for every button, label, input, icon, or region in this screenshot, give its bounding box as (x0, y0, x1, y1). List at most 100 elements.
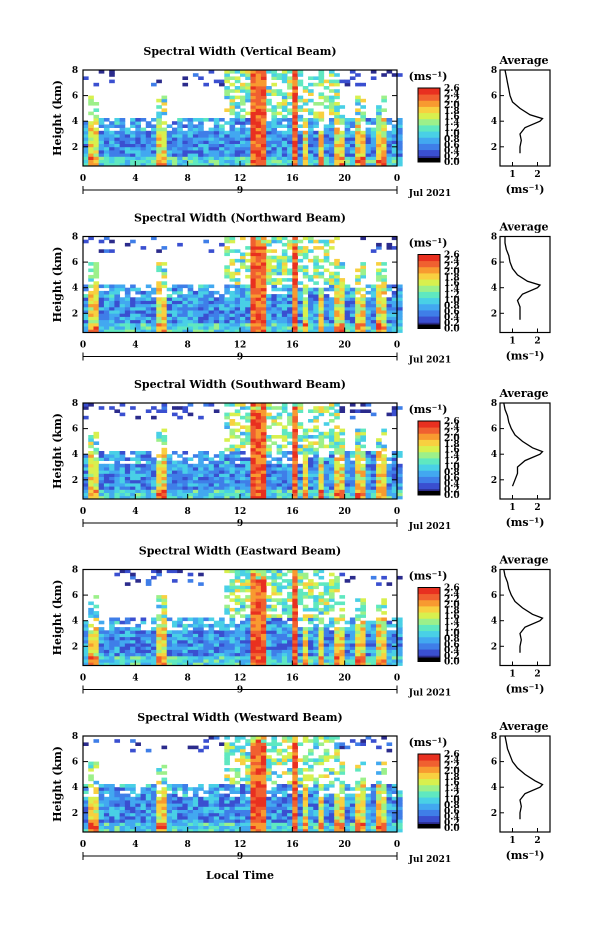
panel-title: Spectral Width (Vertical Beam) (143, 45, 336, 58)
heatmap-cell (292, 105, 298, 109)
heatmap-cell (224, 447, 230, 452)
heatmap-cell (365, 159, 372, 164)
heatmap-cell (281, 585, 288, 590)
heatmap-cell (135, 451, 141, 455)
heatmap-cell (229, 159, 236, 164)
heatmap-cell (313, 268, 319, 273)
colorbar-tick-label: 1.0 (444, 130, 460, 140)
heatmap-cell (135, 162, 141, 167)
heatmap-cell (365, 646, 372, 650)
heatmap-cell (397, 310, 403, 314)
heatmap-cell (240, 495, 246, 500)
heatmap-cell (260, 406, 267, 410)
heatmap-cell (323, 409, 330, 413)
heatmap-cell (276, 646, 283, 650)
heatmap-cell (313, 102, 319, 106)
heatmap-cell (151, 655, 157, 660)
heatmap-cell (266, 329, 272, 333)
heatmap-cell (281, 300, 288, 305)
heatmap-cell (161, 435, 168, 439)
heatmap-cell (88, 329, 94, 333)
heatmap-cell (124, 467, 131, 471)
heatmap-cell (177, 118, 183, 122)
heatmap-cell (349, 316, 356, 321)
heatmap-cell (323, 156, 330, 160)
heatmap-cell (255, 258, 262, 263)
heatmap-cell (287, 287, 293, 292)
heatmap-cell (192, 655, 199, 660)
heatmap-cell (260, 86, 267, 90)
heatmap-cell (171, 297, 178, 301)
colorbar-tick-label: 1.4 (444, 285, 460, 295)
heatmap-cell (161, 451, 168, 455)
heatmap-cell (182, 313, 189, 317)
heatmap-cell (328, 406, 335, 410)
heatmap-cell (313, 585, 319, 590)
heatmap-cell (171, 460, 178, 465)
heatmap-cell (271, 569, 278, 574)
heatmap-cell (339, 646, 346, 650)
heatmap-cell (182, 643, 189, 647)
heatmap-cell (88, 470, 94, 474)
heatmap-cell (83, 467, 89, 471)
heatmap-cell (234, 643, 241, 647)
heatmap-cell (386, 633, 393, 638)
heatmap-cell (198, 495, 204, 500)
heatmap-cell (109, 457, 115, 461)
heatmap-cell (109, 249, 115, 253)
heatmap-cell (318, 591, 325, 596)
heatmap-cell (93, 303, 100, 308)
heatmap-cell (281, 495, 288, 500)
heatmap-cell (250, 284, 257, 289)
heatmap-cell (318, 620, 325, 625)
heatmap-cell (297, 150, 304, 154)
heatmap-cell (365, 284, 372, 289)
heatmap-cell (93, 595, 100, 599)
heatmap-cell (124, 652, 131, 657)
heatmap-cell (281, 294, 288, 298)
heatmap-cell (302, 617, 309, 622)
heatmap-cell (208, 290, 215, 295)
heatmap-cell (83, 483, 89, 487)
heatmap-cell (260, 633, 267, 638)
heatmap-cells (83, 70, 403, 167)
y-tick-label: 4 (72, 117, 78, 127)
heatmap-cell (114, 319, 121, 324)
heatmap-cell (234, 422, 241, 426)
colorbar-tick-label: 1.6 (444, 279, 460, 289)
heatmap-cell (292, 79, 298, 84)
heatmap-cell (266, 598, 272, 602)
heatmap-cell (161, 479, 168, 484)
heatmap-cell (203, 303, 209, 308)
heatmap-cell (229, 403, 236, 407)
heatmap-cell (151, 313, 157, 317)
heatmap-cell (83, 655, 89, 660)
heatmap-cell (109, 159, 115, 164)
heatmap-cell (281, 476, 288, 481)
heatmap-cell (323, 444, 330, 449)
heatmap-cell (260, 73, 267, 77)
heatmap-cell (376, 130, 382, 135)
heatmap-cell (334, 633, 340, 638)
heatmap-cell (297, 268, 304, 273)
heatmap-cell (103, 319, 110, 324)
heatmap-cell (135, 463, 141, 468)
heatmap-cell (198, 463, 204, 468)
heatmap-cell (271, 268, 278, 273)
heatmap-cell (93, 659, 100, 663)
heatmap-cell (135, 326, 141, 330)
heatmap-cell (318, 134, 325, 138)
heatmap-cell (271, 124, 278, 128)
profile-line (503, 402, 544, 487)
heatmap-cell (250, 422, 257, 426)
heatmap-cell (161, 463, 168, 468)
colorbar-swatch (418, 266, 440, 274)
heatmap-cell (124, 479, 131, 484)
heatmap-cell (114, 153, 121, 157)
heatmap-cell (103, 825, 110, 830)
heatmap-cell (260, 451, 267, 455)
heatmap-cell (328, 649, 335, 654)
heatmap-cell (124, 617, 131, 622)
heatmap-cell (287, 258, 293, 263)
